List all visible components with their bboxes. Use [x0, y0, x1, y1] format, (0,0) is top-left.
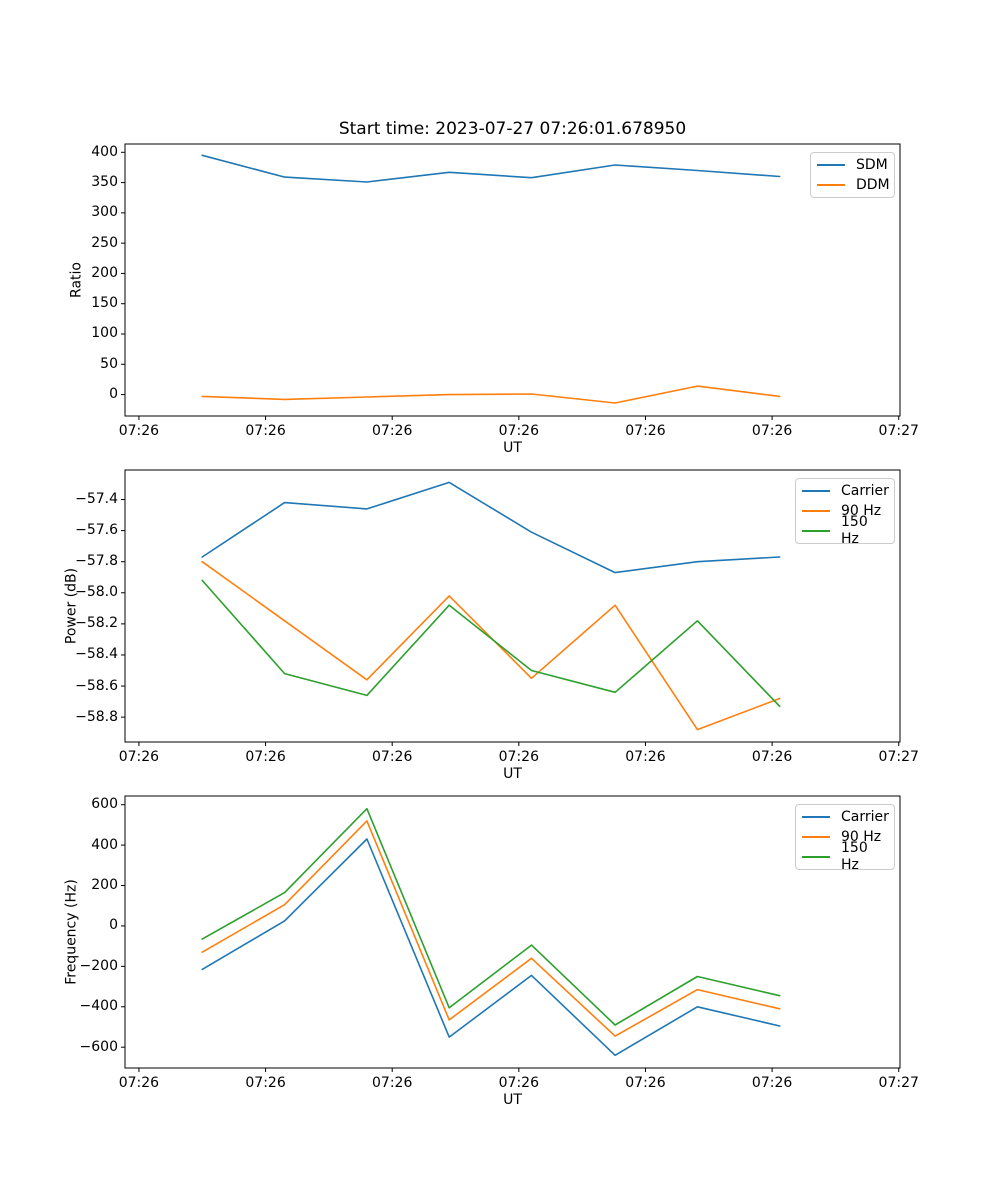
legend-item-90-hz: 90 Hz [802, 827, 888, 847]
x-tick-label: 07:26 [498, 1075, 539, 1091]
series-line-carrier [201, 838, 781, 1057]
legend-line-sample [802, 490, 830, 492]
y-tick-label: −58.2 [75, 615, 118, 632]
series-line-150-hz [201, 807, 781, 1026]
legend-label: Carrier [841, 808, 889, 825]
legend-line-sample [802, 510, 830, 512]
y-tick-label: −57.6 [75, 522, 118, 539]
legend-item-ddm: DDM [817, 175, 890, 195]
series-line-ddm [201, 385, 781, 404]
legend-line-sample [802, 530, 830, 532]
x-tick-label: 07:26 [118, 1075, 160, 1091]
series-line-carrier [201, 481, 781, 574]
y-tick-label: 200 [91, 877, 118, 894]
legend-box: Carrier 90 Hz 150 Hz [795, 804, 895, 873]
x-tick-label: 07:26 [498, 749, 539, 765]
legend-label: SDM [856, 156, 888, 173]
x-axis-label: UT [503, 1092, 522, 1108]
axes-frame [124, 469, 901, 743]
x-tick-label: 07:26 [751, 1075, 793, 1091]
x-tick-label: 07:27 [878, 423, 919, 439]
y-tick-label: 250 [91, 234, 118, 251]
y-axis-label: Ratio [68, 262, 85, 298]
legend-label: 90 Hz [841, 828, 882, 845]
x-tick-label: 07:26 [118, 423, 160, 439]
y-axis-label: Frequency (Hz) [63, 879, 80, 985]
legend-item-carrier: Carrier [802, 481, 889, 501]
legend-line-sample [802, 856, 830, 858]
y-tick-label: 400 [91, 836, 118, 853]
axes-frame [124, 143, 901, 417]
legend-item-90-hz: 90 Hz [802, 501, 888, 521]
legend-label: DDM [856, 176, 890, 193]
y-tick-label: 200 [91, 264, 118, 281]
x-tick-label: 07:26 [245, 749, 286, 765]
x-tick-label: 07:26 [372, 749, 413, 765]
y-tick-label: 400 [91, 143, 118, 160]
legend-line-sample [817, 184, 845, 186]
legend-line-sample [817, 164, 845, 166]
x-tick-label: 07:26 [498, 423, 539, 439]
y-axis-label: Power (dB) [63, 567, 80, 645]
y-tick-label: −58.8 [75, 708, 118, 725]
y-tick-label: −58.0 [75, 584, 118, 601]
legend-item-carrier: Carrier [802, 807, 889, 827]
x-axis-label: UT [503, 440, 522, 456]
y-tick-label: 100 [91, 325, 118, 342]
x-tick-label: 07:26 [751, 423, 793, 439]
legend-label: 150 Hz [841, 840, 868, 873]
series-line-sdm [201, 154, 781, 183]
y-tick-label: 150 [91, 295, 118, 312]
x-tick-label: 07:26 [372, 1075, 413, 1091]
legend-item-150-hz: 150 Hz [802, 514, 888, 547]
y-tick-label: −400 [79, 998, 118, 1015]
y-tick-label: 50 [100, 355, 118, 372]
y-tick-label: −57.4 [75, 491, 118, 508]
legend-label: 90 Hz [841, 502, 882, 519]
x-axis-label: UT [503, 766, 522, 782]
y-tick-label: −57.8 [75, 553, 118, 570]
x-tick-label: 07:26 [625, 423, 666, 439]
legend-item-150-hz: 150 Hz [802, 840, 888, 873]
y-tick-label: 0 [109, 386, 118, 403]
series-line-150-hz [201, 579, 781, 708]
x-tick-label: 07:27 [878, 1075, 919, 1091]
legend-box: SDM DDM [810, 152, 895, 198]
y-tick-label: 600 [91, 796, 118, 813]
x-tick-label: 07:26 [245, 1075, 286, 1091]
y-tick-label: −600 [79, 1038, 118, 1055]
legend-line-sample [802, 816, 830, 818]
y-tick-label: −58.6 [75, 677, 118, 694]
y-tick-label: −200 [79, 957, 118, 974]
x-tick-label: 07:26 [245, 423, 286, 439]
x-tick-label: 07:26 [372, 423, 413, 439]
y-tick-label: 0 [109, 917, 118, 934]
y-tick-label: 300 [91, 204, 118, 221]
figure-title: Start time: 2023-07-27 07:26:01.678950 [338, 119, 687, 139]
x-tick-label: 07:26 [751, 749, 793, 765]
series-line-90-hz [201, 820, 781, 1037]
legend-box: Carrier 90 Hz 150 Hz [795, 478, 895, 547]
y-tick-label: 350 [91, 174, 118, 191]
series-line-90-hz [201, 560, 781, 731]
y-tick-label: −58.4 [75, 646, 118, 663]
axes-frame [124, 795, 901, 1069]
legend-label: Carrier [841, 482, 889, 499]
x-tick-label: 07:27 [878, 749, 919, 765]
x-tick-label: 07:26 [625, 1075, 666, 1091]
legend-item-sdm: SDM [817, 155, 888, 175]
x-tick-label: 07:26 [625, 749, 666, 765]
legend-label: 150 Hz [841, 514, 868, 547]
legend-line-sample [802, 836, 830, 838]
x-tick-label: 07:26 [118, 749, 160, 765]
